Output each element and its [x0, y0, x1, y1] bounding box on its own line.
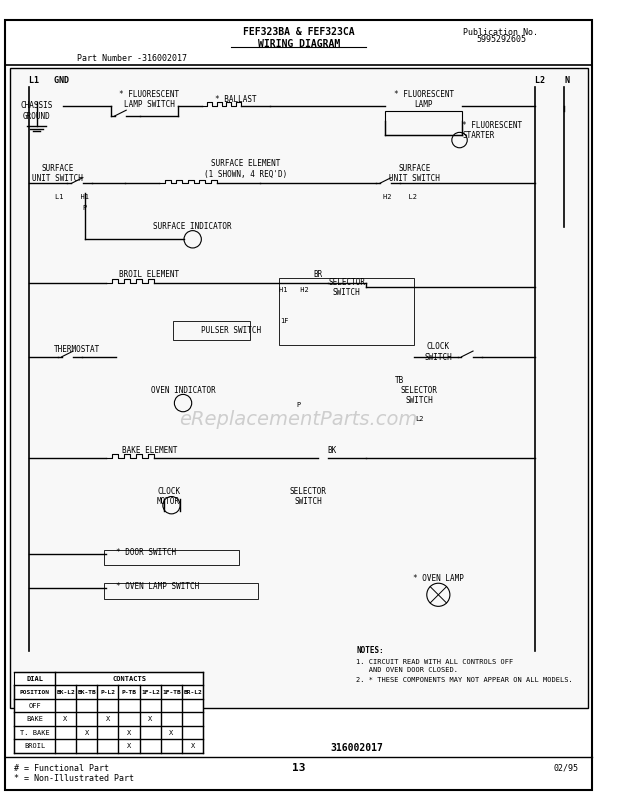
Text: 1F: 1F — [280, 318, 288, 324]
Text: X: X — [148, 716, 153, 722]
Text: X: X — [169, 730, 174, 735]
Text: OVEN INDICATOR: OVEN INDICATOR — [151, 386, 215, 395]
Text: * BALLAST: * BALLAST — [215, 95, 257, 104]
Text: POSITION: POSITION — [20, 689, 50, 695]
Text: * DOOR SWITCH: * DOOR SWITCH — [115, 548, 175, 557]
Text: OFF: OFF — [29, 702, 41, 709]
Text: BAKE: BAKE — [26, 716, 43, 722]
Text: 02/95: 02/95 — [553, 764, 578, 773]
Text: BK-TB: BK-TB — [78, 689, 96, 695]
Text: SELECTOR
SWITCH: SELECTOR SWITCH — [329, 278, 365, 297]
Text: CONTACTS: CONTACTS — [112, 676, 146, 681]
Text: L2    N: L2 N — [534, 76, 570, 85]
Text: CHASSIS
GROUND: CHASSIS GROUND — [20, 101, 53, 121]
Text: eReplacementParts.com: eReplacementParts.com — [179, 410, 418, 429]
Text: SURFACE ELEMENT
(1 SHOWN, 4 REQ'D): SURFACE ELEMENT (1 SHOWN, 4 REQ'D) — [204, 160, 287, 179]
Text: L1   GND: L1 GND — [29, 76, 69, 85]
Text: * OVEN LAMP: * OVEN LAMP — [413, 574, 464, 583]
Text: SURFACE
UNIT SWITCH: SURFACE UNIT SWITCH — [389, 164, 440, 184]
Text: BR-L2: BR-L2 — [184, 689, 202, 695]
Text: SELECTOR
SWITCH: SELECTOR SWITCH — [290, 487, 327, 506]
Text: * = Non-Illustrated Part: * = Non-Illustrated Part — [14, 774, 135, 783]
Text: X: X — [63, 716, 68, 722]
Text: P: P — [82, 206, 87, 211]
Text: 1F-L2: 1F-L2 — [141, 689, 160, 695]
Text: BROIL ELEMENT: BROIL ELEMENT — [119, 271, 179, 279]
Text: TB: TB — [395, 377, 404, 386]
Text: NOTES:: NOTES: — [356, 646, 384, 655]
Text: X: X — [190, 743, 195, 749]
Text: 1F-TB: 1F-TB — [162, 689, 181, 695]
Text: BR: BR — [313, 271, 322, 279]
Text: THERMOSTAT: THERMOSTAT — [54, 344, 100, 354]
Text: 316002017: 316002017 — [330, 743, 383, 753]
Text: BAKE ELEMENT: BAKE ELEMENT — [122, 446, 177, 454]
Text: AND OVEN DOOR CLOSED.: AND OVEN DOOR CLOSED. — [356, 667, 458, 673]
Text: X: X — [84, 730, 89, 735]
Text: * FLUORESCENT
STARTER: * FLUORESCENT STARTER — [463, 121, 523, 140]
Text: BK-L2: BK-L2 — [56, 689, 75, 695]
Text: CLOCK
MOTOR: CLOCK MOTOR — [157, 487, 180, 506]
Text: L1    H1: L1 H1 — [55, 194, 89, 200]
Bar — [10, 68, 588, 709]
Text: * FLUORESCENT
LAMP SWITCH: * FLUORESCENT LAMP SWITCH — [119, 90, 179, 109]
Text: P-L2: P-L2 — [100, 689, 115, 695]
Text: BROIL: BROIL — [24, 743, 45, 749]
Text: PULSER SWITCH: PULSER SWITCH — [201, 326, 261, 335]
Text: T. BAKE: T. BAKE — [20, 730, 50, 735]
Text: X: X — [106, 716, 110, 722]
Text: P-TB: P-TB — [122, 689, 136, 695]
Bar — [14, 671, 203, 752]
Text: 13: 13 — [292, 763, 306, 774]
Text: FEF323BA & FEF323CA: FEF323BA & FEF323CA — [243, 28, 355, 37]
Bar — [174, 322, 250, 340]
Text: X: X — [127, 743, 131, 749]
Text: 5995292605: 5995292605 — [476, 36, 526, 45]
Text: H1   H2: H1 H2 — [279, 288, 309, 293]
Text: BK: BK — [328, 446, 337, 454]
Bar — [280, 278, 414, 345]
Text: SURFACE
UNIT SWITCH: SURFACE UNIT SWITCH — [32, 164, 83, 184]
Text: # = Functional Part: # = Functional Part — [14, 764, 110, 773]
Text: SELECTOR
SWITCH: SELECTOR SWITCH — [401, 386, 438, 405]
Text: P: P — [296, 402, 301, 408]
Text: SURFACE INDICATOR: SURFACE INDICATOR — [153, 222, 232, 232]
Text: WIRING DIAGRAM: WIRING DIAGRAM — [257, 39, 340, 49]
Bar — [386, 111, 463, 135]
Text: 1. CIRCUIT READ WITH ALL CONTROLS OFF: 1. CIRCUIT READ WITH ALL CONTROLS OFF — [356, 659, 514, 665]
Text: 2. * THESE COMPONENTS MAY NOT APPEAR ON ALL MODELS.: 2. * THESE COMPONENTS MAY NOT APPEAR ON … — [356, 676, 574, 683]
Bar — [104, 549, 239, 565]
Text: L2: L2 — [415, 416, 423, 423]
Text: CLOCK
SWITCH: CLOCK SWITCH — [425, 343, 452, 362]
Text: * FLUORESCENT
LAMP: * FLUORESCENT LAMP — [394, 90, 454, 109]
Bar — [104, 583, 258, 599]
Text: DIAL: DIAL — [26, 676, 43, 681]
Text: Publication No.: Publication No. — [464, 28, 538, 36]
Text: * OVEN LAMP SWITCH: * OVEN LAMP SWITCH — [115, 582, 199, 590]
Text: X: X — [127, 730, 131, 735]
Text: Part Number -316002017: Part Number -316002017 — [77, 53, 187, 62]
Text: H2    L2: H2 L2 — [383, 194, 417, 200]
